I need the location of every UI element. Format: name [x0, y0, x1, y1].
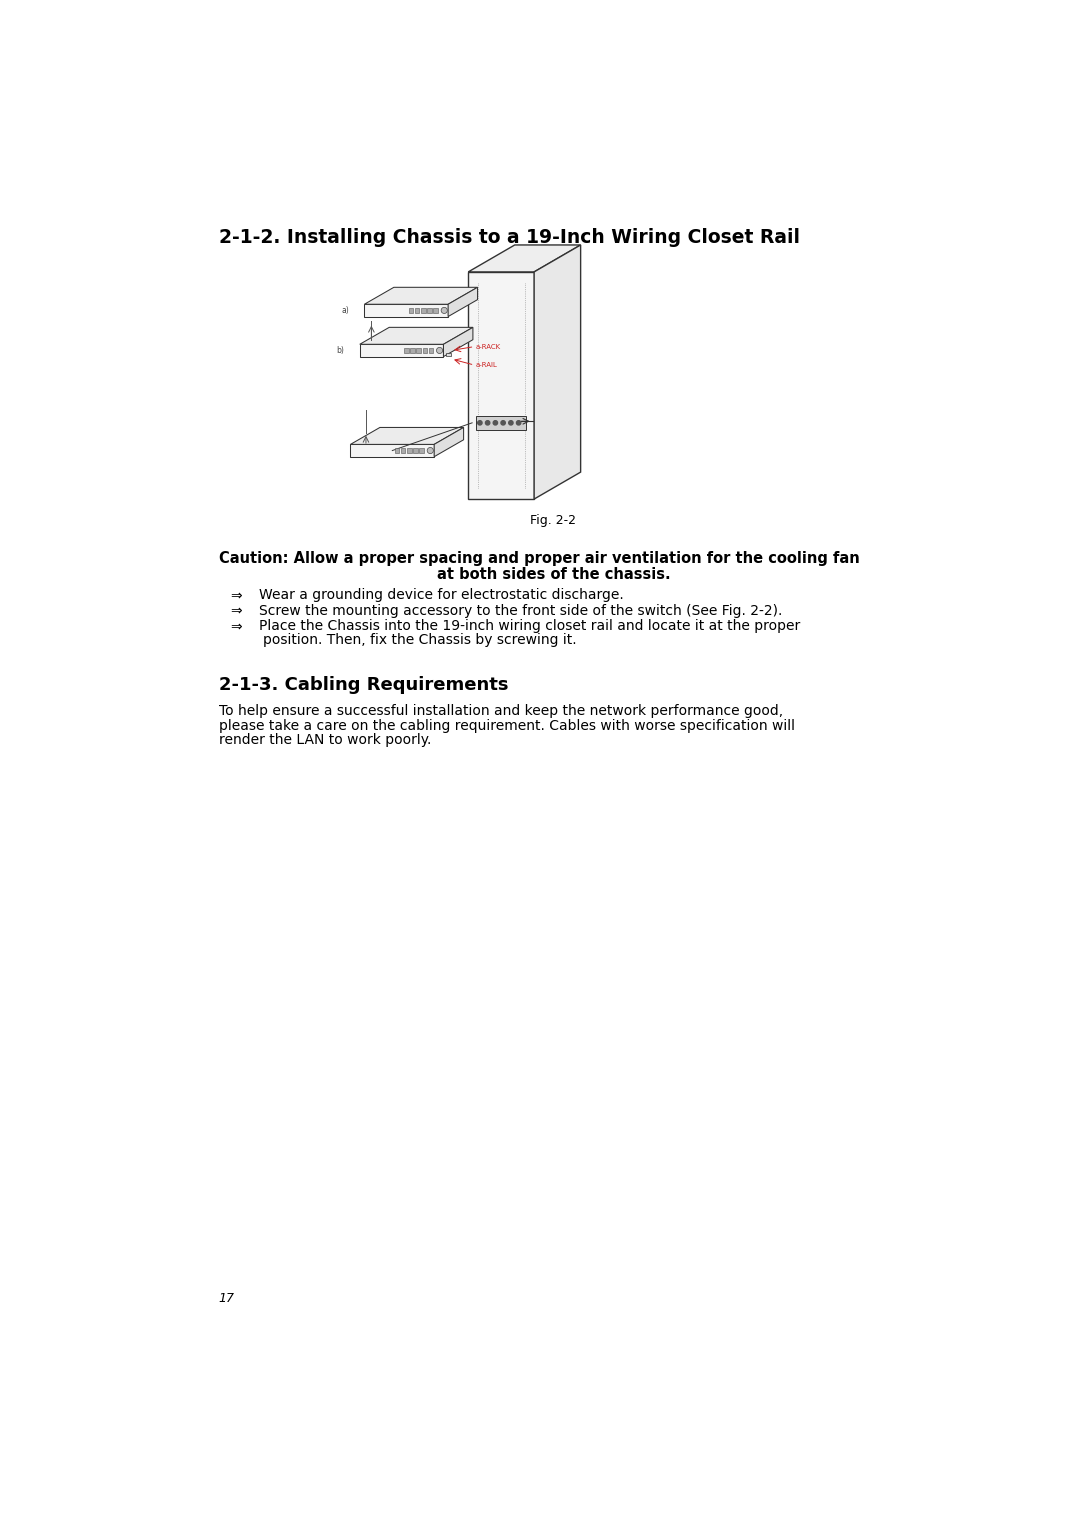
Bar [433, 309, 438, 313]
Circle shape [516, 420, 521, 425]
Polygon shape [535, 244, 581, 500]
Bar [414, 448, 418, 452]
Text: a-RAIL: a-RAIL [476, 362, 498, 368]
Circle shape [485, 420, 490, 425]
Text: ⇒: ⇒ [230, 588, 242, 602]
Text: 2-1-3. Cabling Requirements: 2-1-3. Cabling Requirements [218, 677, 509, 694]
Bar [407, 448, 411, 452]
Text: b): b) [336, 345, 345, 354]
Bar [401, 448, 405, 452]
Bar [428, 309, 432, 313]
Circle shape [436, 347, 443, 353]
Text: Fig. 2-2: Fig. 2-2 [530, 515, 577, 527]
Text: position. Then, fix the Chassis by screwing it.: position. Then, fix the Chassis by screw… [262, 633, 577, 646]
Bar [394, 448, 400, 452]
Text: Caution: Allow a proper spacing and proper air ventilation for the cooling fan: Caution: Allow a proper spacing and prop… [218, 550, 860, 565]
Bar [419, 448, 424, 452]
Bar [422, 348, 428, 353]
Text: To help ensure a successful installation and keep the network performance good,: To help ensure a successful installation… [218, 704, 783, 718]
Circle shape [428, 448, 433, 454]
Polygon shape [469, 244, 581, 272]
Bar [408, 309, 414, 313]
Polygon shape [360, 327, 473, 344]
Circle shape [441, 307, 447, 313]
Bar [429, 348, 433, 353]
Text: a): a) [341, 306, 349, 315]
Text: Screw the mounting accessory to the front side of the switch (See Fig. 2-2).: Screw the mounting accessory to the fron… [259, 604, 782, 617]
Polygon shape [476, 416, 526, 429]
Polygon shape [446, 353, 451, 356]
Text: ⇒: ⇒ [230, 619, 242, 633]
Text: 17: 17 [218, 1293, 234, 1305]
Text: a-RACK: a-RACK [476, 344, 501, 350]
Polygon shape [364, 304, 448, 316]
Text: at both sides of the chassis.: at both sides of the chassis. [436, 567, 671, 582]
Bar [415, 309, 419, 313]
Bar [416, 348, 421, 353]
Polygon shape [448, 287, 477, 316]
Polygon shape [434, 428, 463, 457]
Text: Wear a grounding device for electrostatic discharge.: Wear a grounding device for electrostati… [259, 588, 624, 602]
Circle shape [477, 420, 482, 425]
Text: ⇒: ⇒ [230, 604, 242, 617]
Text: Place the Chassis into the 19-inch wiring closet rail and locate it at the prope: Place the Chassis into the 19-inch wirin… [259, 619, 800, 633]
Circle shape [494, 420, 498, 425]
Polygon shape [444, 327, 473, 356]
Circle shape [509, 420, 513, 425]
Text: 2-1-2. Installing Chassis to a 19-Inch Wiring Closet Rail: 2-1-2. Installing Chassis to a 19-Inch W… [218, 228, 799, 248]
Circle shape [501, 420, 505, 425]
Bar [404, 348, 408, 353]
Polygon shape [360, 344, 444, 356]
Bar [421, 309, 426, 313]
Text: render the LAN to work poorly.: render the LAN to work poorly. [218, 733, 431, 747]
Bar [410, 348, 415, 353]
Polygon shape [469, 272, 535, 500]
Polygon shape [350, 428, 463, 445]
Polygon shape [364, 287, 477, 304]
Polygon shape [350, 445, 434, 457]
Text: please take a care on the cabling requirement. Cables with worse specification w: please take a care on the cabling requir… [218, 718, 795, 732]
